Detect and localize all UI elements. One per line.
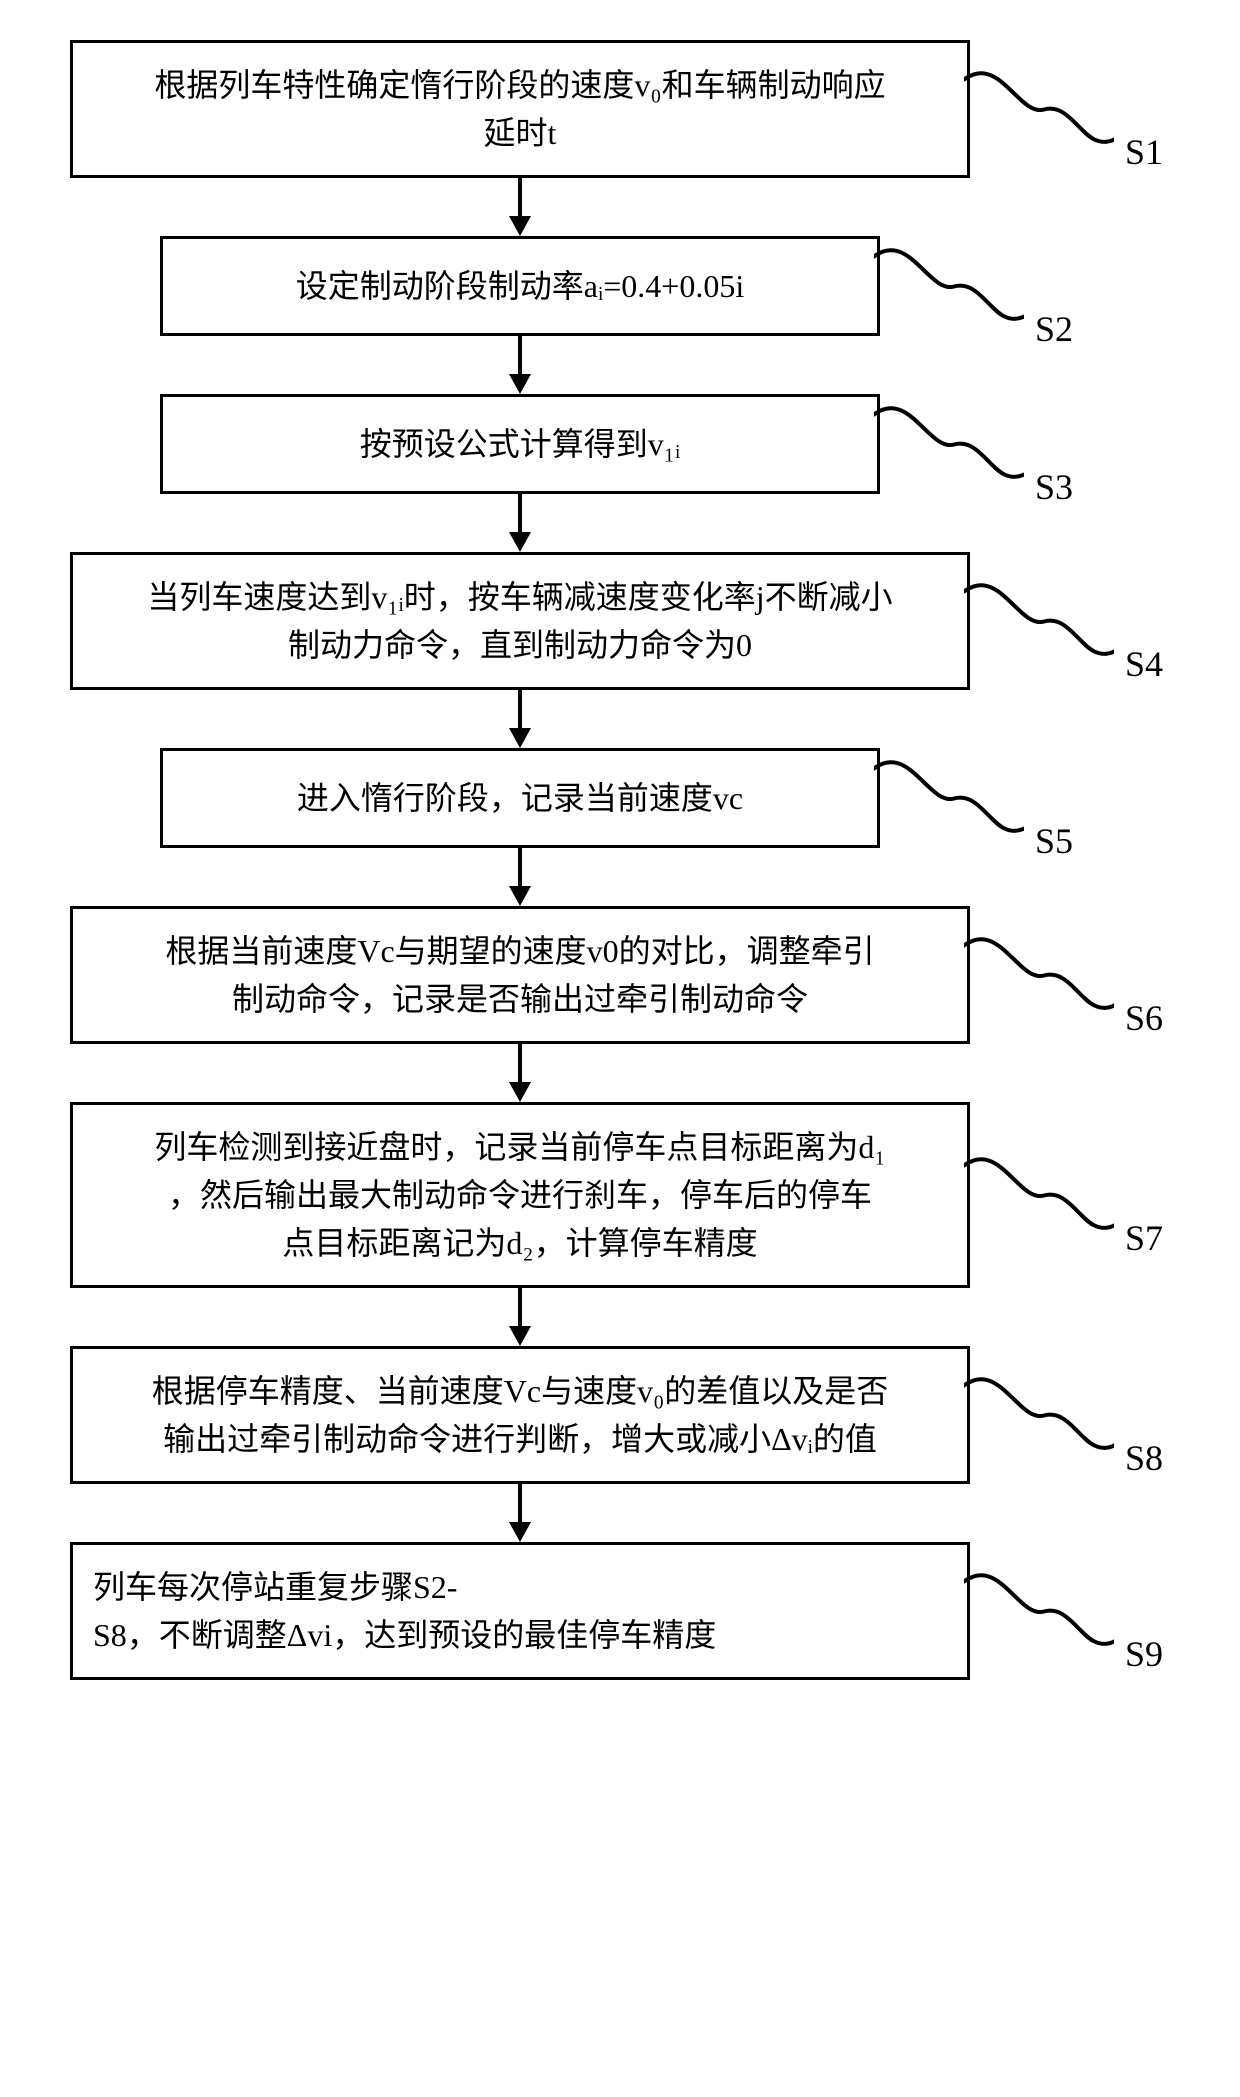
step-text: 根据当前速度Vc与期望的速度v0的对比，调整牵引	[165, 927, 874, 975]
flowchart-container: 根据列车特性确定惰行阶段的速度v₀和车辆制动响应延时t S1 设定制动阶段制动率aᵢ…	[0, 40, 1240, 1680]
step-text: 当列车速度达到v₁ᵢ时，按车辆减速度变化率j不断减小	[147, 573, 892, 621]
step-text: ，然后输出最大制动命令进行刹车，停车后的停车	[168, 1171, 872, 1219]
flow-step-s8: 根据停车精度、当前速度Vc与速度v₀的差值以及是否输出过牵引制动命令进行判断，增…	[70, 1346, 970, 1484]
flow-row-s7: 列车检测到接近盘时，记录当前停车点目标距离为d₁，然后输出最大制动命令进行刹车，…	[0, 1102, 1240, 1288]
flow-row-s2: 设定制动阶段制动率aᵢ=0.4+0.05iS2	[0, 236, 1240, 336]
flow-arrow	[0, 336, 1240, 394]
connector-curve	[964, 62, 1114, 157]
flow-arrow	[0, 1484, 1240, 1542]
flow-row-s3: 按预设公式计算得到v₁ᵢS3	[0, 394, 1240, 494]
flow-arrow	[0, 1044, 1240, 1102]
flow-step-s4: 当列车速度达到v₁ᵢ时，按车辆减速度变化率j不断减小制动力命令，直到制动力命令为…	[70, 552, 970, 690]
step-text: S8，不断调整Δvi，达到预设的最佳停车精度	[93, 1611, 716, 1659]
connector-curve	[874, 239, 1024, 334]
flow-step-s2: 设定制动阶段制动率aᵢ=0.4+0.05i	[160, 236, 880, 336]
connector-curve	[964, 1148, 1114, 1243]
flow-row-s9: 列车每次停站重复步骤S2-S8，不断调整Δvi，达到预设的最佳停车精度 S9	[0, 1542, 1240, 1680]
flow-arrow	[0, 1288, 1240, 1346]
step-text: 根据停车精度、当前速度Vc与速度v₀的差值以及是否	[152, 1367, 888, 1415]
step-text: 根据列车特性确定惰行阶段的速度v₀和车辆制动响应	[154, 61, 885, 109]
flow-row-s6: 根据当前速度Vc与期望的速度v0的对比，调整牵引制动命令，记录是否输出过牵引制动…	[0, 906, 1240, 1044]
connector-curve	[964, 1368, 1114, 1463]
step-label-s9: S9	[1125, 1633, 1163, 1675]
flow-row-s5: 进入惰行阶段，记录当前速度vcS5	[0, 748, 1240, 848]
step-text: 进入惰行阶段，记录当前速度vc	[297, 774, 743, 822]
connector-curve	[964, 1564, 1114, 1659]
flow-row-s1: 根据列车特性确定惰行阶段的速度v₀和车辆制动响应延时t S1	[0, 40, 1240, 178]
connector-curve	[874, 751, 1024, 846]
flow-arrow	[0, 178, 1240, 236]
step-text: 制动力命令，直到制动力命令为0	[288, 621, 752, 669]
step-text: 列车每次停站重复步骤S2-	[93, 1563, 457, 1611]
step-text: 按预设公式计算得到v₁ᵢ	[360, 420, 680, 468]
flow-arrow	[0, 690, 1240, 748]
connector-curve	[874, 397, 1024, 492]
flow-step-s5: 进入惰行阶段，记录当前速度vc	[160, 748, 880, 848]
flow-row-s4: 当列车速度达到v₁ᵢ时，按车辆减速度变化率j不断减小制动力命令，直到制动力命令为…	[0, 552, 1240, 690]
flow-step-s6: 根据当前速度Vc与期望的速度v0的对比，调整牵引制动命令，记录是否输出过牵引制动…	[70, 906, 970, 1044]
step-text: 列车检测到接近盘时，记录当前停车点目标距离为d₁	[154, 1123, 885, 1171]
step-text: 延时t	[484, 109, 557, 157]
step-text: 输出过牵引制动命令进行判断，增大或减小Δvᵢ的值	[163, 1415, 877, 1463]
step-label-s1: S1	[1125, 131, 1163, 173]
flow-row-s8: 根据停车精度、当前速度Vc与速度v₀的差值以及是否输出过牵引制动命令进行判断，增…	[0, 1346, 1240, 1484]
flow-step-s3: 按预设公式计算得到v₁ᵢ	[160, 394, 880, 494]
flow-step-s9: 列车每次停站重复步骤S2-S8，不断调整Δvi，达到预设的最佳停车精度	[70, 1542, 970, 1680]
step-label-s7: S7	[1125, 1217, 1163, 1259]
step-text: 制动命令，记录是否输出过牵引制动命令	[232, 975, 808, 1023]
step-label-s6: S6	[1125, 997, 1163, 1039]
step-label-s8: S8	[1125, 1437, 1163, 1479]
step-text: 设定制动阶段制动率aᵢ=0.4+0.05i	[296, 262, 744, 310]
flow-step-s1: 根据列车特性确定惰行阶段的速度v₀和车辆制动响应延时t	[70, 40, 970, 178]
flow-arrow	[0, 848, 1240, 906]
connector-curve	[964, 574, 1114, 669]
flow-arrow	[0, 494, 1240, 552]
flow-step-s7: 列车检测到接近盘时，记录当前停车点目标距离为d₁，然后输出最大制动命令进行刹车，…	[70, 1102, 970, 1288]
step-label-s4: S4	[1125, 643, 1163, 685]
step-text: 点目标距离记为d₂，计算停车精度	[282, 1219, 757, 1267]
connector-curve	[964, 928, 1114, 1023]
